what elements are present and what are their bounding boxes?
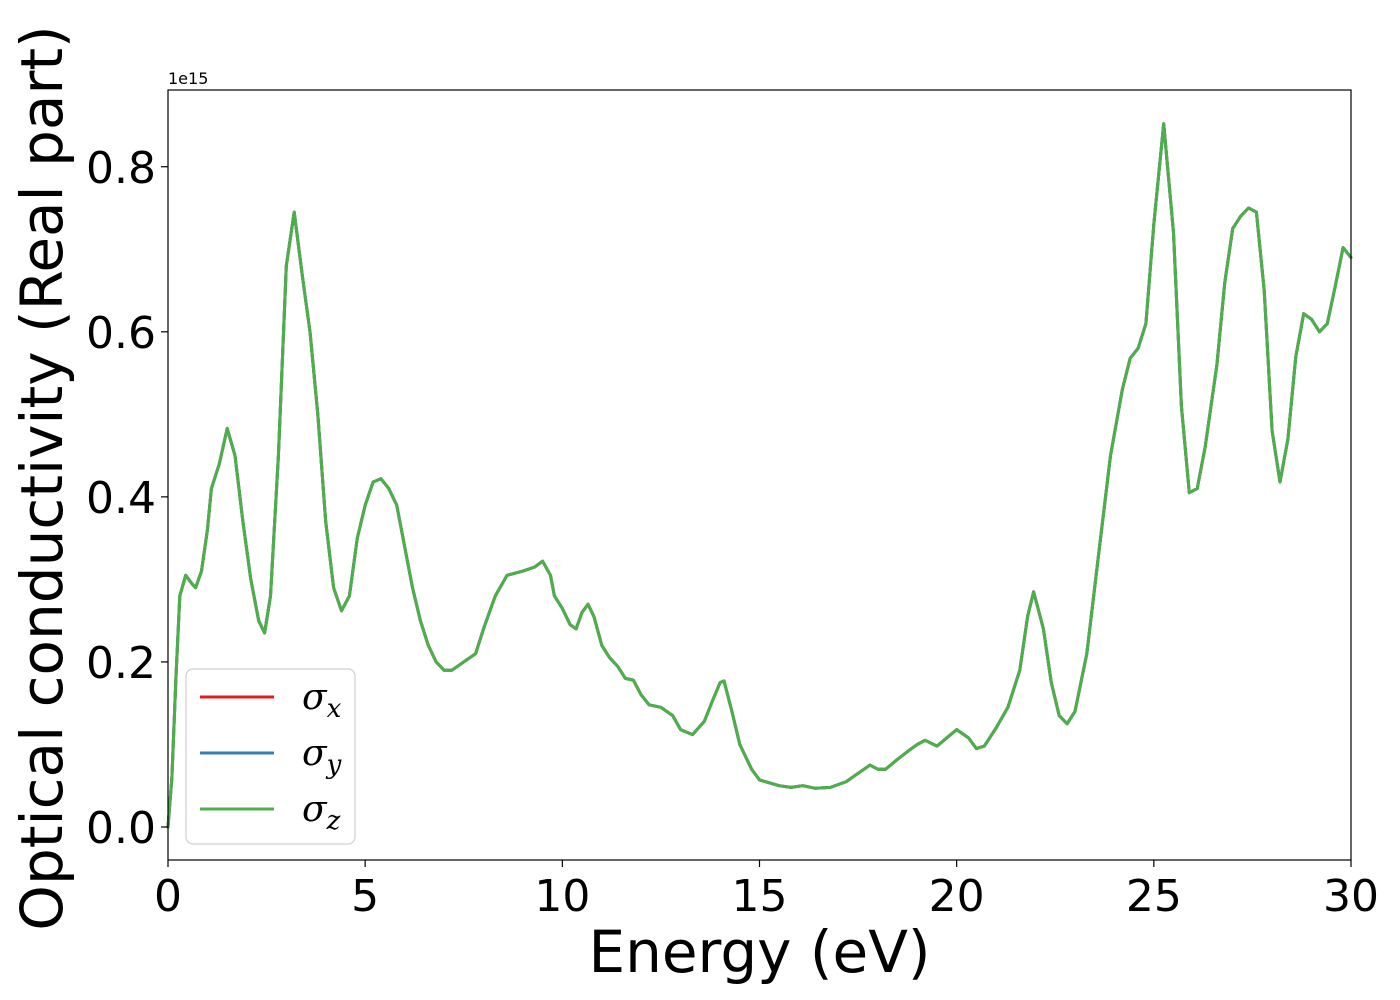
x-tick-label: 0 [154, 871, 182, 922]
legend-label-x: σx [302, 677, 342, 724]
x-tick-label: 15 [732, 871, 788, 922]
legend-label-z: σz [302, 789, 341, 836]
y-axis-ticks: 0.0 0.2 0.4 0.6 0.8 [86, 143, 168, 854]
series-layer [166, 122, 1353, 829]
x-tick-label: 20 [929, 871, 985, 922]
y-tick-label: 0.2 [86, 638, 156, 689]
y-tick-label: 0.6 [86, 308, 156, 359]
x-tick-label: 30 [1323, 871, 1379, 922]
legend-label-y: σy [302, 733, 342, 780]
y-tick-label: 0.8 [86, 143, 156, 194]
x-tick-label: 10 [534, 871, 590, 922]
x-tick-label: 5 [351, 871, 379, 922]
x-axis-label: Energy (eV) [588, 918, 930, 986]
y-offset-label: 1e15 [168, 69, 208, 88]
legend-box [185, 668, 356, 845]
y-tick-label: 0.0 [86, 803, 156, 854]
legend: σx σy σz [185, 668, 356, 845]
y-axis-label: Optical conductivity (Real part) [8, 25, 76, 930]
x-tick-label: 25 [1126, 871, 1182, 922]
series-line-z [166, 122, 1353, 829]
y-tick-label: 0.4 [86, 473, 156, 524]
x-axis-ticks: 0 5 10 15 20 25 30 [154, 860, 1379, 922]
